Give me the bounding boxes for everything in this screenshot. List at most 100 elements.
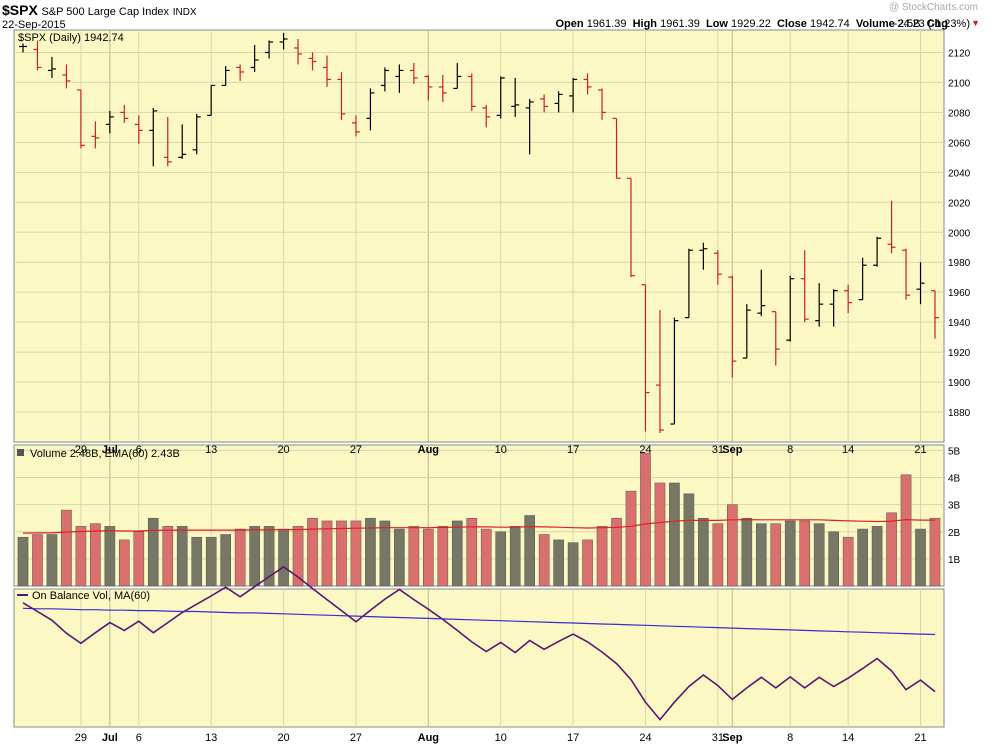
x-tick-label: Aug — [418, 732, 439, 744]
low-value: 1929.22 — [731, 18, 771, 30]
volume-bar — [654, 482, 666, 587]
volume-bar — [727, 504, 738, 587]
volume-bar — [263, 526, 275, 587]
x-tick-label: 10 — [495, 732, 507, 744]
volume-bar — [466, 517, 478, 587]
obv-panel — [13, 588, 945, 728]
volume-value: 2.5B — [897, 18, 921, 30]
volume-bar — [611, 517, 622, 587]
chg-value: -24.23 (-1.23%) — [893, 18, 970, 30]
volume-bar — [915, 528, 926, 587]
volume-bar — [17, 536, 29, 587]
volume-ema-line — [22, 518, 935, 534]
volume-bar — [553, 539, 564, 587]
close-value: 1942.74 — [809, 18, 850, 30]
volume-bar — [640, 452, 651, 587]
volume-bar — [538, 534, 550, 587]
volume-bar — [75, 526, 87, 587]
exchange: INDX — [172, 7, 197, 18]
volume-bar — [828, 531, 839, 587]
volume-bar — [437, 526, 449, 587]
volume-bar — [857, 528, 868, 587]
obv-panel-title: On Balance Vol, MA(60) — [32, 590, 150, 602]
x-tick-label: 29 — [75, 732, 87, 744]
volume-bar — [336, 520, 347, 587]
x-tick-label: 17 — [567, 444, 579, 456]
x-tick-label: 20 — [277, 732, 289, 744]
x-tick-label: Jul — [102, 732, 118, 744]
high-value: 1961.39 — [660, 18, 700, 30]
x-tick-label: 29 — [75, 444, 87, 456]
x-tick-label: 20 — [277, 444, 289, 456]
quote-line: Open 1961.39 High 1961.39 Low 1929.22 Cl… — [556, 18, 949, 30]
volume-bar — [755, 523, 767, 587]
chart-date: 22-Sep-2015 — [2, 19, 66, 31]
volume-bar — [625, 490, 637, 587]
volume-bar — [46, 534, 58, 587]
x-tick-label: 14 — [842, 444, 854, 456]
obv-ma-line — [22, 607, 936, 636]
chg-label: Chg — [926, 18, 948, 30]
symbol: $SPX — [2, 2, 38, 18]
volume-tick-label: 1B — [948, 555, 961, 566]
volume-bar — [567, 542, 579, 587]
price-tick-label: 2120 — [948, 48, 971, 59]
volume-bar — [842, 536, 854, 587]
close-label: Close — [776, 18, 807, 30]
volume-tick-label: 3B — [948, 501, 961, 512]
volume-bar — [423, 528, 434, 587]
high-label: High — [632, 18, 658, 30]
volume-bar — [365, 517, 376, 587]
volume-tick-label: 2B — [948, 528, 961, 539]
volume-bar — [379, 520, 391, 587]
price-tick-label: 2060 — [948, 138, 971, 149]
volume-bar — [147, 517, 159, 587]
x-tick-label: 14 — [842, 732, 854, 744]
low-label: Low — [705, 18, 728, 30]
x-tick-label: 31 — [712, 444, 724, 456]
price-tick-label: 2040 — [948, 168, 971, 179]
volume-bar — [176, 526, 188, 587]
volume-bar — [770, 523, 782, 587]
volume-bar — [90, 523, 101, 587]
volume-bar — [871, 526, 883, 587]
volume-bar — [929, 517, 941, 587]
price-tick-label: 1920 — [948, 348, 971, 359]
x-tick-label: 27 — [350, 444, 362, 456]
volume-bar — [292, 526, 304, 587]
volume-bar — [234, 528, 246, 587]
volume-label: Volume — [855, 18, 895, 30]
volume-bar — [394, 528, 405, 587]
volume-bar — [683, 493, 695, 587]
volume-bar — [480, 528, 492, 587]
volume-bar — [669, 482, 680, 587]
x-tick-label: Jul — [102, 444, 118, 456]
x-tick-label: 6 — [136, 444, 142, 456]
x-tick-label: Sep — [722, 732, 742, 744]
volume-bar — [104, 526, 116, 587]
down-arrow-icon: ▼ — [971, 18, 980, 28]
volume-bar — [307, 517, 318, 587]
price-tick-label: 1960 — [948, 288, 971, 299]
x-tick-label: 27 — [350, 732, 362, 744]
price-tick-label: 1940 — [948, 318, 971, 329]
price-tick-label: 2080 — [948, 108, 971, 119]
price-tick-label: 2100 — [948, 78, 971, 89]
volume-bar — [61, 509, 72, 587]
x-tick-label: 13 — [205, 444, 217, 456]
volume-bar — [278, 528, 289, 587]
volume-bar — [596, 526, 608, 587]
open-label: Open — [555, 18, 584, 30]
volume-bar — [408, 526, 420, 587]
x-tick-label: 21 — [914, 732, 926, 744]
open-value: 1961.39 — [586, 18, 627, 30]
volume-bar — [582, 539, 593, 587]
volume-bar — [321, 520, 333, 587]
volume-bar — [886, 512, 897, 587]
volume-bar — [813, 523, 825, 587]
volume-bar — [220, 534, 231, 587]
x-tick-label: 6 — [136, 732, 142, 744]
volume-bar — [350, 520, 362, 587]
price-tick-label: 1980 — [948, 258, 971, 269]
